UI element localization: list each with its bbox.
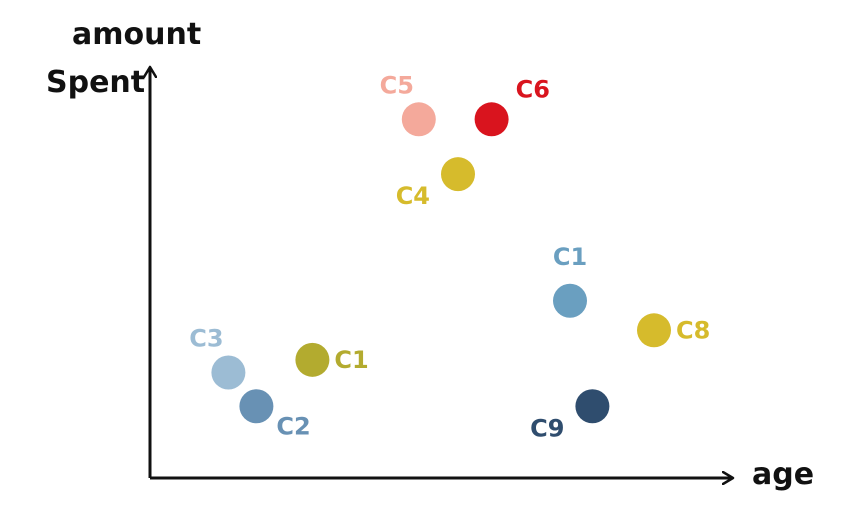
y-axis-label-line1: amount [72, 17, 201, 52]
data-point-5 [637, 313, 671, 348]
data-point-1 [401, 102, 436, 137]
data-point-label-5: C8 [676, 316, 710, 344]
data-point-label-1: C5 [380, 71, 414, 99]
y-axis-label-line2: Spent [46, 65, 145, 100]
data-point-label-2: C6 [516, 75, 550, 103]
data-point-3 [441, 157, 475, 192]
data-point-label-8: C2 [276, 412, 310, 440]
data-points: C5 C6 C4 C1 C8 C9 C3 C2 C1 [189, 71, 710, 442]
data-point-7 [211, 355, 246, 390]
data-point-label-9: C1 [334, 346, 368, 374]
data-point-label-6: C9 [530, 414, 564, 442]
data-point-4 [553, 283, 587, 318]
data-point-label-7: C3 [189, 325, 223, 353]
data-point-6 [575, 389, 610, 424]
x-axis-label: age [752, 457, 814, 492]
data-point-label-3: C4 [396, 182, 430, 210]
data-point-8 [239, 389, 274, 424]
data-point-2 [474, 102, 509, 137]
data-point-label-4: C1 [553, 243, 587, 271]
data-point-9 [295, 342, 330, 377]
